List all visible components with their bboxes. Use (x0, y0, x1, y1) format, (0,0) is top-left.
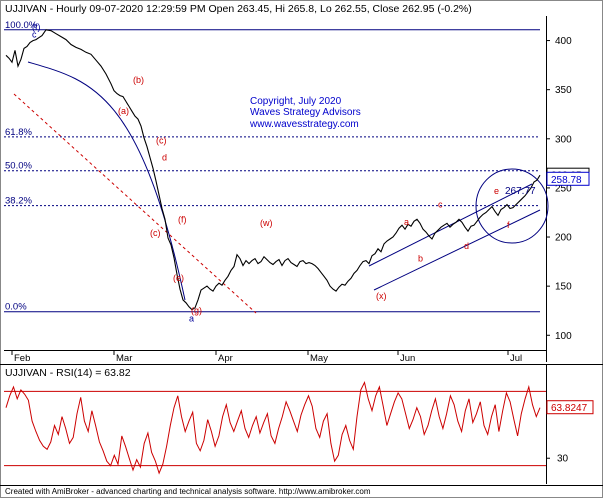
rsi-panel: UJJIVAN - RSI(14) = 63.82 30 63.8247 (0, 364, 603, 484)
price-series-line (5, 29, 541, 311)
highlight-ellipse (475, 168, 549, 244)
wave-label-9: (g) (191, 306, 202, 316)
copyright-line-1: Copyright, July 2020 (250, 96, 342, 107)
y-tick-label-350: 350 (555, 85, 572, 96)
trend-lines (13, 61, 549, 314)
fib-label-3: 38.2% (5, 196, 32, 207)
wave-label-11: (w) (260, 218, 273, 228)
rsi-series-line (5, 381, 541, 475)
trend-line-dashed (13, 93, 257, 314)
price-tag-box-1 (546, 171, 590, 186)
wave-label-1: c (32, 30, 37, 40)
x-label-mar: Mar (116, 353, 132, 364)
price-tag-label-1: 258.78 (551, 175, 582, 186)
wave-label-4: (c) (156, 136, 167, 146)
wave-label-17: e (494, 186, 499, 196)
y-tick-label-400: 400 (555, 36, 572, 47)
x-label-apr: Apr (218, 353, 233, 364)
wave-label-14: b (418, 254, 423, 264)
footer-text: Created with AmiBroker - advanced charti… (5, 487, 371, 496)
wave-label-2: (b) (133, 75, 144, 85)
x-label-may: May (310, 353, 328, 364)
wave-label-5: d (162, 152, 167, 162)
channel-lower-line (373, 209, 541, 291)
price-plot-area (4, 16, 546, 356)
copyright-line-3: www.wavesstrategy.com (249, 119, 359, 130)
x-label-feb: Feb (14, 353, 30, 364)
fib-label-1: 61.8% (5, 127, 32, 138)
fib-label-0: 100.0% (5, 20, 38, 31)
x-axis: Feb Mar Apr May Jun Jul (4, 350, 546, 364)
x-label-jun: Jun (400, 353, 415, 364)
chart-title: UJJIVAN - Hourly 09-07-2020 12:29:59 PM … (5, 3, 472, 15)
wave-label-13: a (404, 217, 409, 227)
price-y-axis: 100 150 200 250 300 350 400 (546, 36, 572, 342)
y-tick-label-250: 250 (555, 183, 572, 194)
annotation-267: 267.77 (505, 186, 536, 197)
wave-label-10: a (189, 314, 194, 324)
wave-label-0: (f) (32, 22, 41, 32)
wave-label-15: c (438, 200, 443, 210)
fib-label-2: 50.0% (5, 161, 32, 172)
copyright-line-2: Waves Strategy Advisors (250, 107, 361, 118)
rsi-tag-box (546, 400, 594, 415)
ellipse-arc-curve (27, 61, 186, 301)
rsi-title: UJJIVAN - RSI(14) = 63.82 (5, 367, 131, 379)
wave-label-18: f (507, 220, 510, 230)
fib-levels: 100.0% 61.8% 50.0% 38.2% 0.0% (4, 20, 540, 313)
wave-label-6: (c) (150, 228, 161, 238)
wave-label-8: (e) (173, 273, 184, 283)
wave-label-16: d (464, 241, 469, 251)
rsi-last-tag: 63.8247 (546, 400, 594, 415)
y-tick-label-200: 200 (555, 233, 572, 244)
rsi-tag-label: 63.8247 (551, 403, 588, 414)
channel-upper-line (368, 183, 533, 267)
fib-label-4: 0.0% (5, 302, 27, 313)
wave-label-3: (a) (118, 106, 129, 116)
y-tick-label-300: 300 (555, 134, 572, 145)
wave-label-7: (f) (178, 214, 187, 224)
y-tick-label-150: 150 (555, 282, 572, 293)
price-panel: 100.0%61.8%50.0%38.2%0.0% (f)c(b)(a)(c)d… (4, 3, 590, 362)
y-tick-label-100: 100 (555, 331, 572, 342)
price-tags: 262.95258.78 (546, 167, 590, 186)
x-label-jul: Jul (510, 353, 522, 364)
wave-label-12: (x) (376, 291, 387, 301)
rsi-y-axis: 30 (546, 454, 569, 465)
rsi-tick-label-30: 30 (557, 454, 569, 465)
